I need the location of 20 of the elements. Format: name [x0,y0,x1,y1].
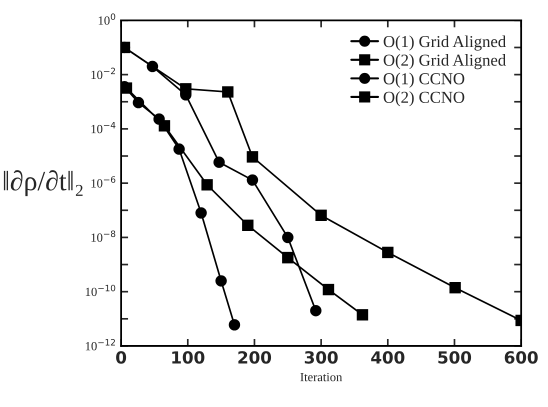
legend-label: O(1) CCNO [384,72,464,88]
x-tick-label: 600 [504,351,538,364]
y-axis-title: ‖∂ρ/∂t‖₂ [4,170,83,196]
legend-label: O(1) Grid Aligned [384,35,506,51]
y-tick-label: 10$^{−10}$ [86,284,116,296]
y-tick-label: 10$^{−4}$ [91,122,116,134]
x-tick-label: 300 [304,351,338,364]
legend-label: O(2) Grid Aligned [384,54,506,70]
x-axis-title: Iteration [300,372,342,382]
x-tick-label: 100 [172,351,204,364]
x-tick-label: 0 [116,351,126,364]
y-tick-label: 10$^{−12}$ [86,338,115,350]
y-tick-label: 10$^{−6}$ [91,176,116,188]
x-tick-label: 200 [238,351,272,364]
y-tick-label: 10$^{0}$ [98,13,116,25]
legend-label: O(2) CCNO [384,91,464,106]
y-tick-label: 10$^{−8}$ [91,230,116,242]
x-tick-label: 400 [371,351,404,364]
y-tick-label: 10$^{−2}$ [91,68,116,80]
x-tick-label: 500 [438,351,472,364]
